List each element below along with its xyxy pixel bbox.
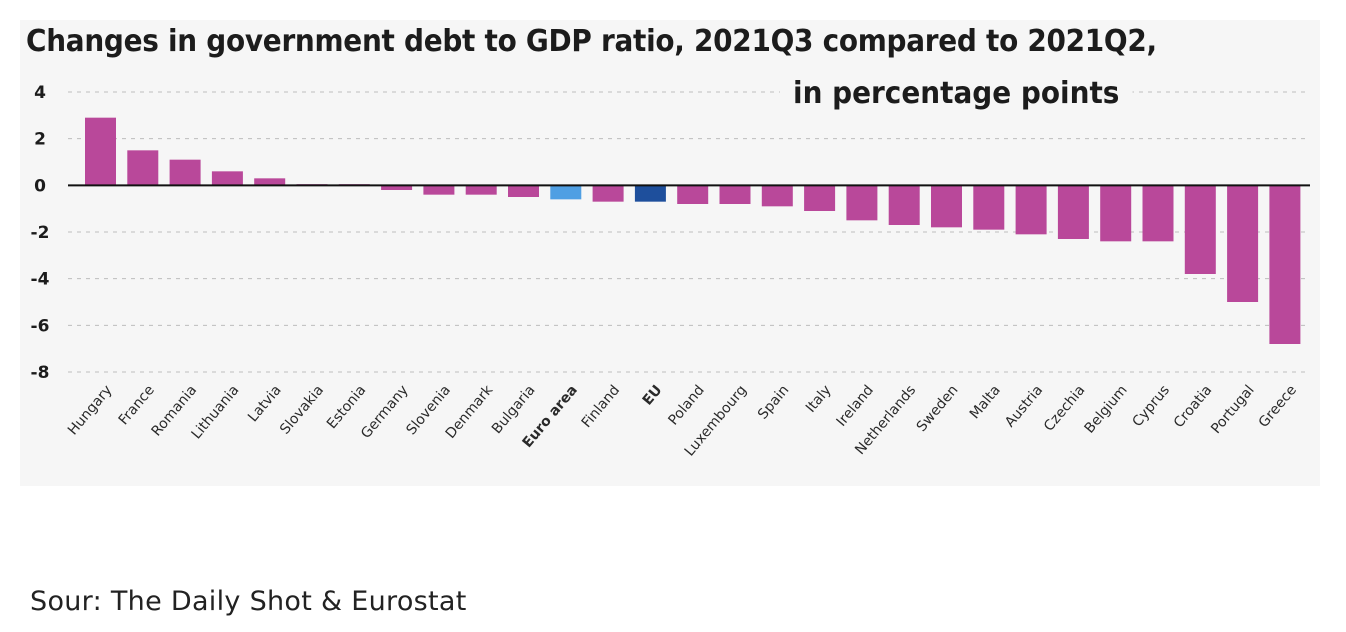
x-tick-label: Ireland [834, 382, 877, 429]
bar-greece [1269, 185, 1301, 344]
bar-lithuania [211, 171, 243, 186]
bar-germany [381, 185, 413, 190]
bar-finland [592, 185, 624, 202]
x-tick-label: Austria [1002, 382, 1046, 430]
y-tick-label: -8 [31, 363, 50, 383]
x-tick-label: Slovakia [277, 382, 327, 437]
x-tick-label: Italy [803, 382, 835, 416]
chart-subtitle: in percentage points [780, 76, 1133, 111]
bar-hungary [85, 117, 116, 186]
y-tick-label: -6 [31, 316, 50, 336]
x-tick-label: Greece [1256, 382, 1300, 430]
bar-portugal [1227, 185, 1259, 302]
bar-france [127, 150, 159, 186]
x-tick-label: Hungary [65, 382, 116, 438]
bar-bulgaria [508, 185, 539, 197]
bar-belgium [1100, 185, 1132, 242]
x-tick-label: Croatia [1171, 382, 1216, 431]
bar-romania [169, 159, 201, 186]
bar-slovenia [423, 185, 455, 195]
chart-title: Changes in government debt to GDP ratio,… [26, 24, 1157, 59]
bar-czechia [1057, 185, 1089, 239]
bar-euro-area [550, 185, 582, 200]
bar-ireland [846, 185, 878, 221]
bar-croatia [1184, 185, 1216, 274]
y-axis-ticks: 4 2 0 -2 -4 -6 -8 [31, 83, 50, 383]
x-tick-label: Poland [665, 382, 707, 428]
source-note: Sour: The Daily Shot & Eurostat [30, 586, 467, 617]
y-tick-label: 4 [34, 83, 46, 103]
y-tick-label: -4 [31, 270, 50, 290]
x-tick-label: Cyprus [1129, 382, 1173, 430]
grid-lines [68, 91, 1310, 373]
bar-cyprus [1142, 185, 1174, 242]
bar-netherlands [888, 185, 920, 225]
bar-austria [1015, 185, 1047, 235]
x-tick-label: EU [640, 382, 666, 408]
y-tick-label: 2 [34, 130, 46, 150]
y-tick-label: 0 [34, 176, 46, 196]
x-tick-label: Portugal [1208, 382, 1258, 437]
bar-malta [973, 185, 1005, 230]
x-tick-label: Sweden [914, 382, 962, 435]
x-tick-label: Latvia [245, 382, 285, 425]
bar-eu [634, 185, 666, 202]
x-tick-label: Finland [579, 382, 623, 431]
x-tick-label: Spain [755, 382, 792, 422]
bar-sweden [931, 185, 962, 228]
bar-denmark [465, 185, 497, 195]
x-tick-label: France [116, 382, 158, 428]
x-tick-label: Belgium [1082, 382, 1131, 436]
x-tick-label: Malta [967, 382, 1004, 422]
bar-latvia [254, 178, 286, 186]
bar-luxembourg [719, 185, 751, 204]
bars [85, 117, 1301, 344]
bar-spain [761, 185, 793, 207]
bar-italy [804, 185, 836, 211]
bar-poland [677, 185, 709, 204]
y-tick-label: -2 [31, 223, 50, 243]
x-tick-label: Estonia [324, 382, 369, 432]
